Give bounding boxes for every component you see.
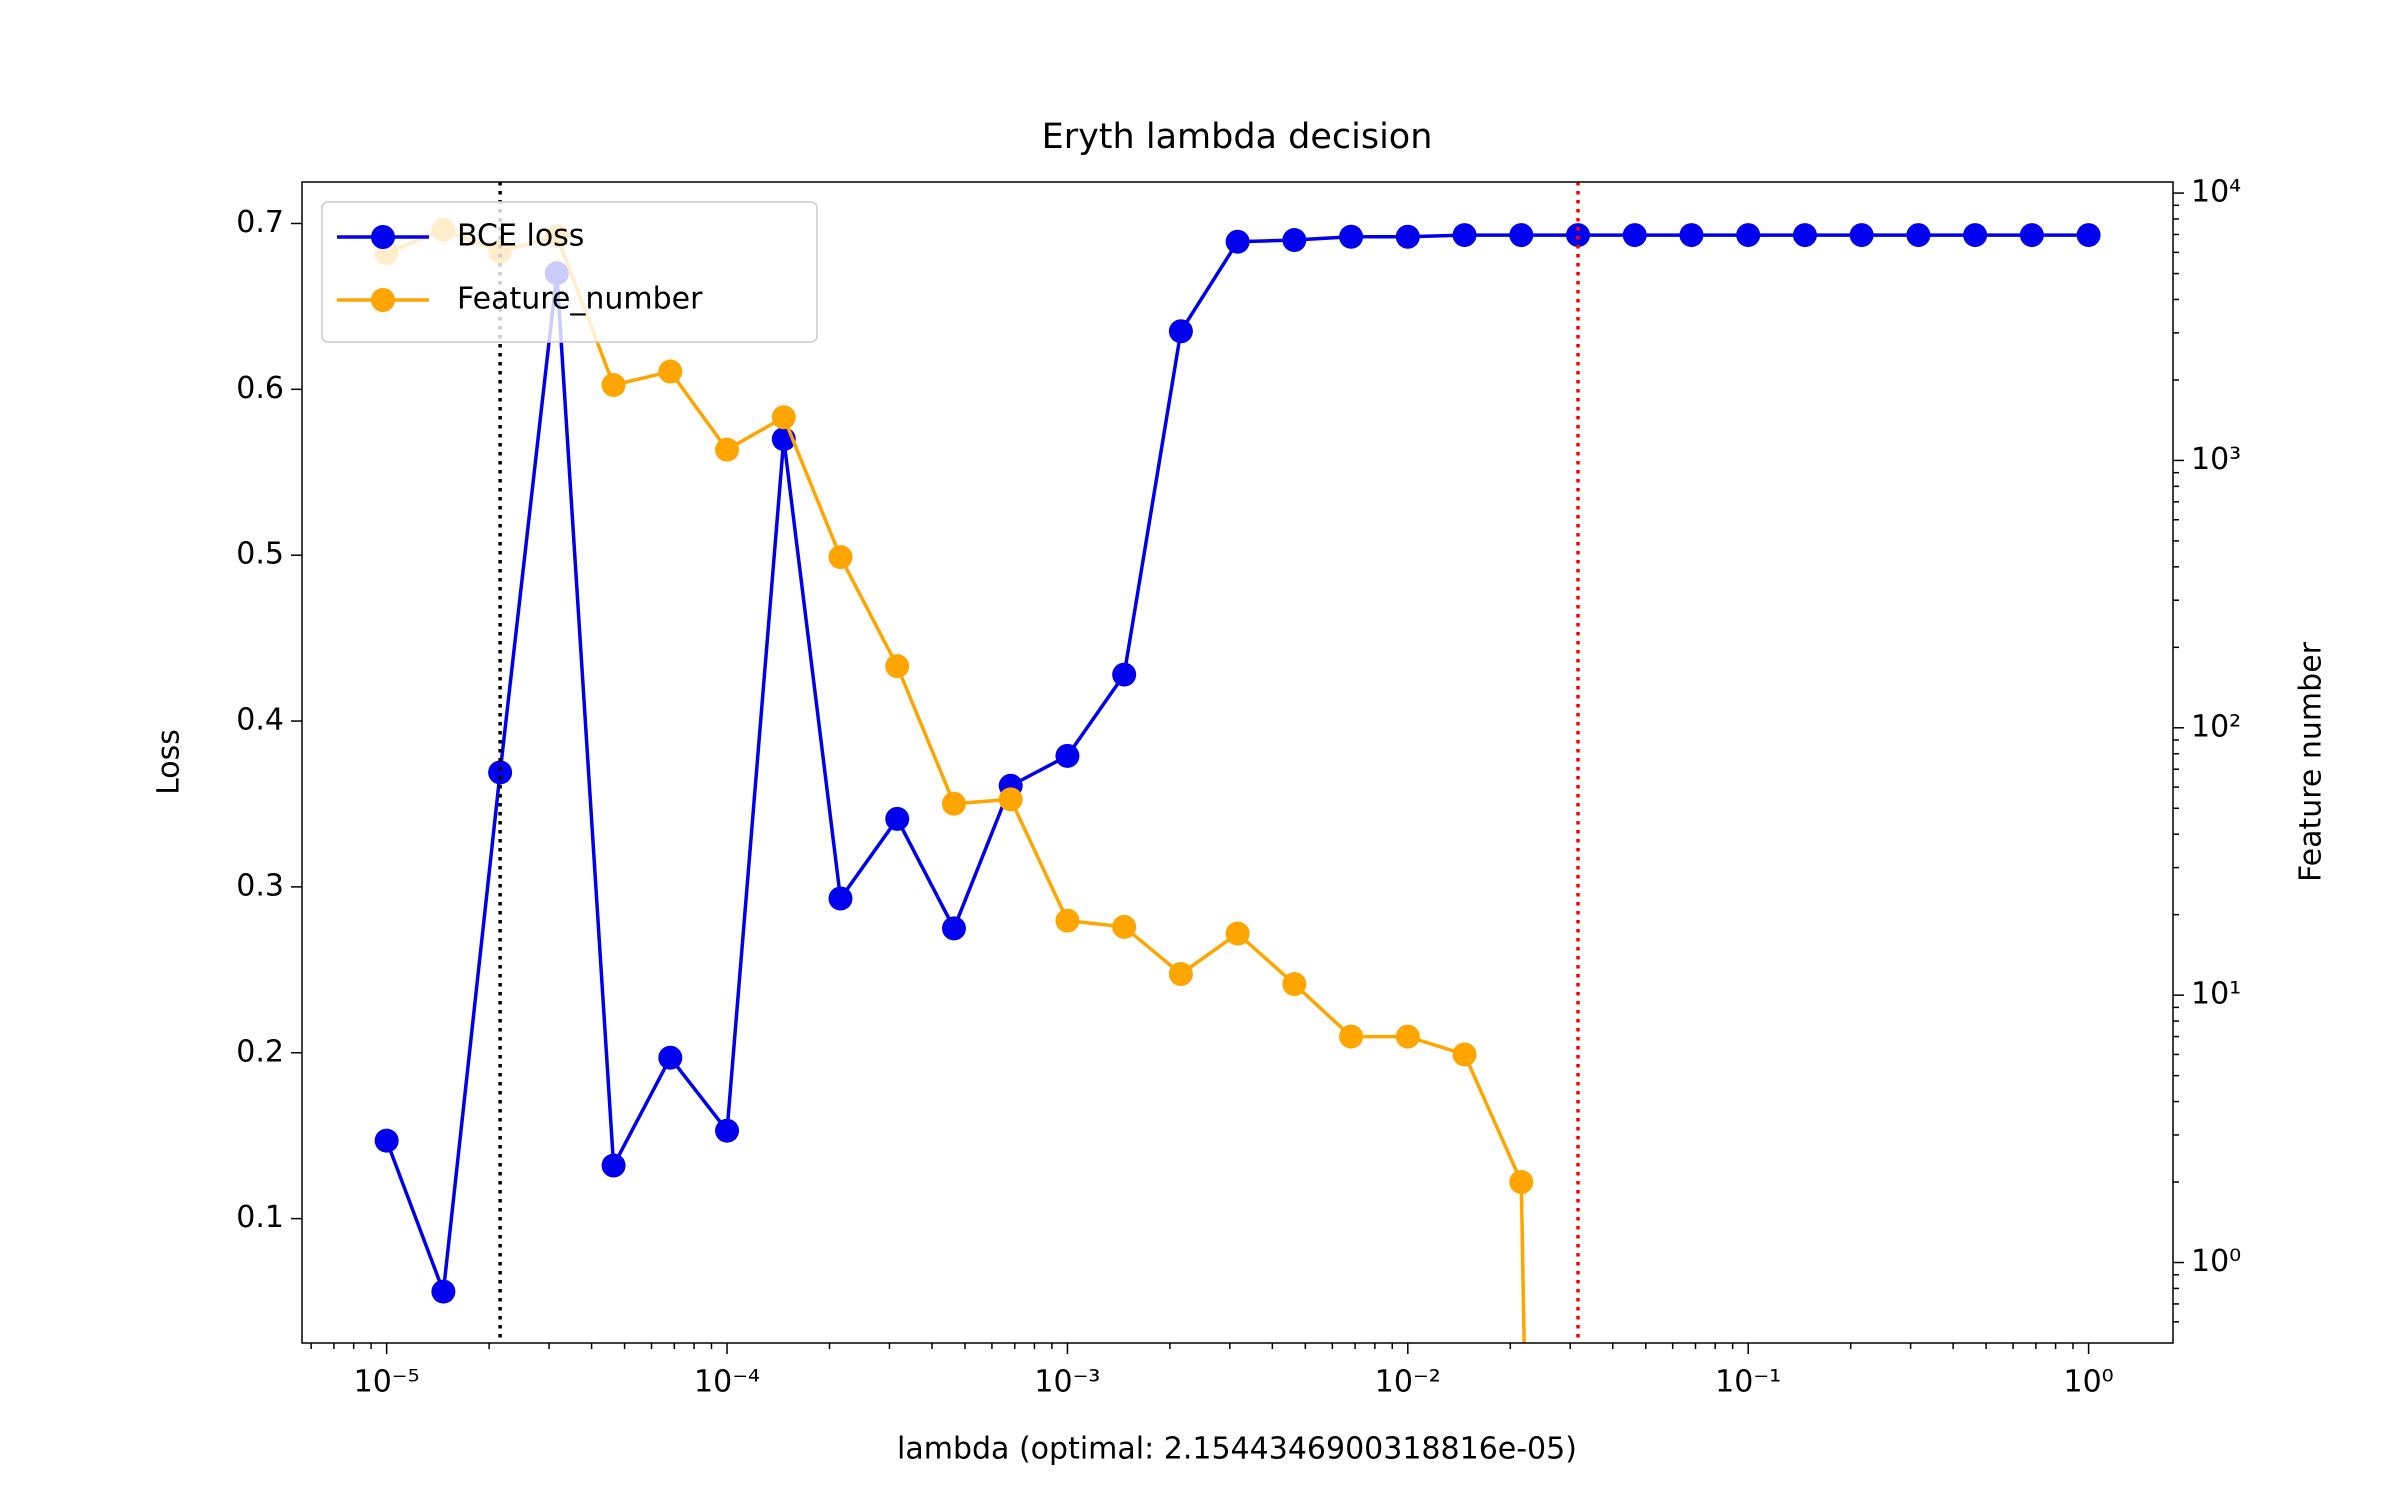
series-marker — [941, 916, 966, 941]
series-marker — [715, 1118, 740, 1143]
series-marker — [1736, 223, 1761, 248]
y2-tick-label: 10⁰ — [2191, 1244, 2241, 1279]
series-marker — [1509, 1170, 1534, 1195]
series-marker — [488, 760, 513, 785]
y-tick-label: 0.2 — [236, 1034, 284, 1069]
series-marker — [2076, 223, 2101, 248]
series-marker — [1849, 223, 1874, 248]
y-tick-label: 0.6 — [236, 371, 284, 406]
series-marker — [1055, 908, 1080, 933]
y-tick-label: 0.3 — [236, 868, 284, 903]
series-marker — [1452, 1042, 1477, 1067]
y-axis-label: Loss — [152, 729, 187, 795]
x-tick-label: 10⁻⁵ — [354, 1365, 420, 1400]
series-marker — [1168, 961, 1193, 986]
series-marker — [1282, 972, 1307, 997]
series-marker — [601, 373, 626, 398]
y2-tick-label: 10¹ — [2191, 977, 2241, 1012]
series-marker — [1509, 223, 1534, 248]
series-marker — [1112, 662, 1137, 687]
y-tick-label: 0.4 — [236, 703, 284, 738]
series-marker — [1055, 743, 1080, 768]
legend-label: Feature_number — [457, 282, 703, 317]
series-marker — [2019, 223, 2044, 248]
series-marker — [1963, 223, 1988, 248]
x-axis-label: lambda (optimal: 2.1544346900318816e-05) — [897, 1432, 1577, 1467]
y-tick-label: 0.5 — [236, 537, 284, 572]
legend-label: BCE loss — [457, 219, 584, 254]
legend-marker — [371, 225, 395, 249]
series-line — [386, 228, 1526, 1343]
series-marker — [1339, 224, 1364, 249]
series-marker — [1792, 223, 1817, 248]
series-marker — [1395, 224, 1420, 249]
series-marker — [1395, 1024, 1420, 1049]
series-marker — [1622, 223, 1647, 248]
x-tick-label: 10⁰ — [2063, 1365, 2113, 1400]
x-tick-label: 10⁻² — [1375, 1365, 1441, 1400]
series-marker — [1452, 223, 1477, 248]
y-tick-label: 0.1 — [236, 1200, 284, 1235]
y2-tick-label: 10⁴ — [2191, 175, 2241, 210]
series-marker — [941, 791, 966, 816]
series-marker — [1112, 914, 1137, 939]
series-marker — [715, 437, 740, 462]
series-marker — [771, 405, 796, 430]
series-marker — [885, 654, 910, 679]
x-tick-label: 10⁻¹ — [1715, 1365, 1781, 1400]
series-line — [385, 233, 2089, 1293]
series-marker — [828, 886, 853, 911]
series-marker — [885, 806, 910, 831]
x-tick-label: 10⁻⁴ — [694, 1365, 760, 1400]
y2-tick-label: 10³ — [2191, 442, 2241, 477]
series-marker — [658, 359, 683, 384]
legend-marker — [371, 288, 395, 312]
series-marker — [828, 545, 853, 570]
y2-tick-label: 10² — [2191, 709, 2241, 744]
series-marker — [1168, 319, 1193, 344]
series-marker — [1906, 223, 1931, 248]
y2-axis-label: Feature number — [2294, 641, 2329, 882]
series-marker — [1679, 223, 1704, 248]
y-tick-label: 0.7 — [236, 205, 284, 240]
series-marker — [431, 1279, 456, 1304]
series-marker — [658, 1045, 683, 1070]
series-marker — [1566, 223, 1591, 248]
series-marker — [601, 1153, 626, 1178]
series-marker — [998, 787, 1023, 812]
x-tick-label: 10⁻³ — [1034, 1365, 1100, 1400]
legend-box — [321, 201, 818, 343]
plot-frame — [301, 181, 2174, 1344]
series-marker — [1339, 1024, 1364, 1049]
series-marker — [374, 1128, 399, 1153]
series-marker — [1225, 229, 1250, 254]
series-marker — [1282, 228, 1307, 253]
chart-title: Eryth lambda decision — [1042, 117, 1433, 157]
series-marker — [1225, 921, 1250, 946]
